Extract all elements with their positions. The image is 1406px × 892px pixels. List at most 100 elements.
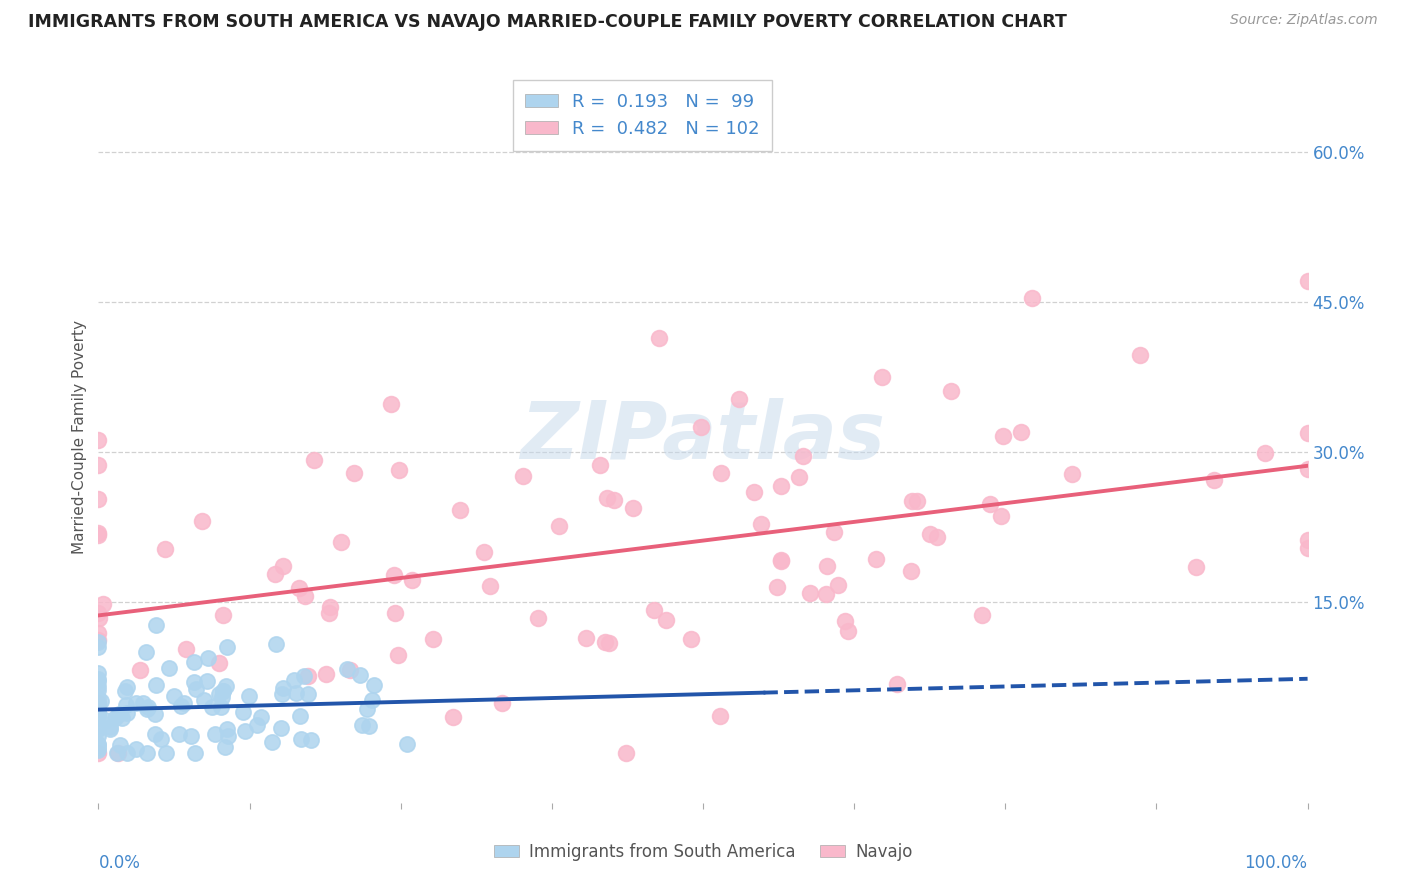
Point <box>614 746 637 760</box>
Point <box>87 683 110 698</box>
Text: 0.0%: 0.0% <box>98 854 141 872</box>
Point <box>87 697 110 711</box>
Point <box>87 434 110 448</box>
Point <box>174 641 197 656</box>
Point <box>357 719 380 733</box>
Point <box>575 631 598 645</box>
Point <box>94 713 117 727</box>
Point <box>105 746 128 760</box>
Point <box>283 673 305 687</box>
Point <box>108 706 131 721</box>
Point <box>339 663 361 677</box>
Point <box>290 731 312 746</box>
Point <box>1062 467 1084 482</box>
Point <box>709 709 731 723</box>
Point <box>153 542 176 557</box>
Point <box>401 574 423 588</box>
Point <box>271 681 294 695</box>
Point <box>115 706 138 721</box>
Point <box>211 684 233 698</box>
Point <box>593 635 616 649</box>
Point <box>284 686 307 700</box>
Point <box>264 567 287 582</box>
Point <box>297 669 319 683</box>
Point <box>209 700 232 714</box>
Point <box>993 429 1015 443</box>
Point <box>294 589 316 603</box>
Point <box>491 696 513 710</box>
Point <box>149 732 172 747</box>
Point <box>770 554 793 568</box>
Point <box>135 746 157 760</box>
Point <box>183 655 205 669</box>
Point <box>204 727 226 741</box>
Point <box>827 578 849 592</box>
Point <box>143 707 166 722</box>
Point <box>449 502 471 516</box>
Point <box>87 674 110 689</box>
Point <box>155 746 177 760</box>
Point <box>98 721 121 735</box>
Point <box>107 746 129 760</box>
Point <box>1129 348 1152 362</box>
Point <box>343 466 366 480</box>
Point <box>1296 426 1319 441</box>
Point <box>145 678 167 692</box>
Text: 100.0%: 100.0% <box>1244 854 1308 872</box>
Point <box>132 697 155 711</box>
Point <box>87 746 110 760</box>
Point <box>87 705 110 719</box>
Point <box>89 611 111 625</box>
Legend: R =  0.193   N =  99, R =  0.482   N = 102: R = 0.193 N = 99, R = 0.482 N = 102 <box>513 80 772 151</box>
Point <box>124 742 146 756</box>
Point <box>1011 425 1033 439</box>
Point <box>117 680 139 694</box>
Point <box>1202 473 1225 487</box>
Point <box>679 632 702 646</box>
Point <box>201 700 224 714</box>
Point <box>214 739 236 754</box>
Text: IMMIGRANTS FROM SOUTH AMERICA VS NAVAJO MARRIED-COUPLE FAMILY POVERTY CORRELATIO: IMMIGRANTS FROM SOUTH AMERICA VS NAVAJO … <box>28 13 1067 31</box>
Point <box>823 524 845 539</box>
Point <box>690 420 713 434</box>
Point <box>238 690 260 704</box>
Point <box>87 743 110 757</box>
Point <box>441 710 464 724</box>
Point <box>927 531 949 545</box>
Point <box>87 491 110 506</box>
Point <box>180 729 202 743</box>
Point <box>787 470 810 484</box>
Point <box>548 519 571 533</box>
Point <box>167 726 190 740</box>
Point <box>330 535 353 549</box>
Point <box>1296 541 1319 555</box>
Point <box>886 677 908 691</box>
Point <box>211 690 233 704</box>
Point <box>111 711 134 725</box>
Point <box>792 449 814 463</box>
Point <box>870 369 893 384</box>
Point <box>212 608 235 623</box>
Y-axis label: Married-Couple Family Poverty: Married-Couple Family Poverty <box>72 320 87 554</box>
Point <box>837 624 859 639</box>
Point <box>87 525 110 540</box>
Point <box>110 738 132 752</box>
Point <box>596 491 619 506</box>
Point <box>384 606 406 620</box>
Point <box>648 331 671 345</box>
Point <box>87 705 110 719</box>
Point <box>336 662 359 676</box>
Point <box>262 734 284 748</box>
Point <box>87 722 110 736</box>
Point <box>526 611 548 625</box>
Point <box>294 669 316 683</box>
Point <box>100 723 122 737</box>
Point <box>834 614 856 628</box>
Point <box>769 553 792 567</box>
Point <box>87 698 110 712</box>
Point <box>87 696 110 710</box>
Point <box>299 732 322 747</box>
Point <box>87 691 110 706</box>
Point <box>815 559 838 574</box>
Point <box>1021 291 1043 305</box>
